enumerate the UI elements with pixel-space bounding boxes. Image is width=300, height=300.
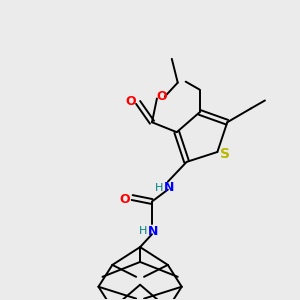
- Text: N: N: [148, 225, 158, 238]
- Text: S: S: [220, 147, 230, 161]
- Text: O: O: [119, 193, 130, 206]
- Text: O: O: [157, 90, 167, 103]
- Text: H: H: [139, 226, 147, 236]
- Text: H: H: [155, 183, 163, 193]
- Text: O: O: [126, 95, 136, 108]
- Text: N: N: [164, 181, 174, 194]
